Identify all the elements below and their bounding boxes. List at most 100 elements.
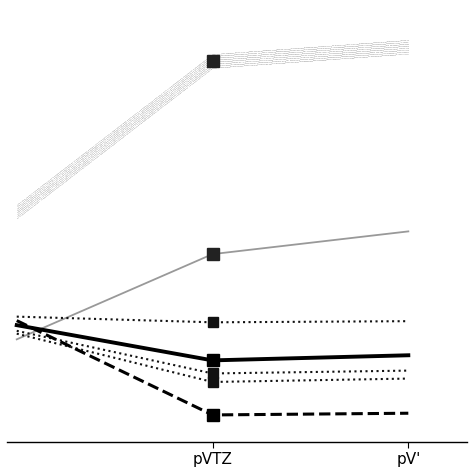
Point	[201, 66, 208, 74]
Point	[401, 50, 408, 58]
Point	[223, 51, 231, 59]
Point	[187, 67, 194, 75]
Point	[403, 36, 411, 44]
Point	[197, 59, 205, 67]
Point	[238, 48, 246, 56]
Point	[238, 52, 246, 60]
Point	[226, 49, 234, 57]
Point	[97, 146, 105, 154]
Point	[190, 67, 197, 75]
Point	[91, 153, 99, 160]
Point	[327, 47, 334, 55]
Point	[81, 149, 89, 156]
Point	[378, 52, 386, 59]
Point	[225, 59, 232, 66]
Point	[121, 130, 128, 137]
Point	[274, 59, 282, 67]
Point	[217, 52, 224, 59]
Point	[160, 90, 168, 97]
Point	[360, 47, 368, 55]
Point	[358, 49, 365, 57]
Point	[381, 42, 389, 49]
Point	[230, 55, 237, 62]
Point	[117, 125, 125, 132]
Point	[84, 154, 91, 162]
Point	[352, 50, 360, 57]
Point	[342, 52, 349, 60]
Point	[14, 200, 22, 208]
Point	[265, 56, 273, 64]
Point	[126, 122, 133, 129]
Point	[283, 51, 291, 58]
Point	[211, 64, 219, 72]
Point	[332, 45, 340, 53]
Point	[192, 75, 200, 82]
Point	[146, 107, 153, 114]
Point	[34, 196, 42, 204]
Point	[126, 124, 133, 132]
Point	[126, 126, 133, 134]
Point	[48, 187, 56, 195]
Point	[363, 43, 370, 51]
Point	[234, 62, 241, 70]
Point	[314, 45, 322, 52]
Point	[252, 55, 260, 63]
Point	[154, 100, 161, 108]
Point	[90, 144, 98, 151]
Point	[301, 54, 309, 61]
Point	[230, 58, 238, 66]
Point	[67, 171, 75, 178]
Point	[250, 59, 257, 67]
Point	[155, 96, 163, 103]
Point	[334, 45, 342, 53]
Point	[251, 51, 258, 59]
Point	[209, 58, 217, 66]
Point	[292, 58, 300, 65]
Point	[109, 141, 117, 148]
Point	[337, 55, 344, 62]
Point	[83, 159, 91, 166]
Point	[49, 177, 56, 185]
Point	[255, 59, 263, 66]
Point	[76, 158, 83, 166]
Point	[97, 138, 104, 146]
Point	[34, 195, 41, 202]
Point	[392, 47, 400, 55]
Point	[400, 38, 408, 46]
Point	[162, 90, 170, 98]
Point	[391, 45, 398, 53]
Point	[23, 197, 30, 205]
Point	[97, 146, 105, 153]
Point	[101, 141, 109, 148]
Point	[265, 56, 273, 64]
Point	[329, 53, 337, 61]
Point	[273, 54, 281, 61]
Point	[258, 51, 266, 58]
Point	[338, 47, 346, 55]
Point	[329, 47, 337, 55]
Point	[374, 42, 382, 50]
Point	[23, 203, 30, 211]
Point	[252, 61, 259, 68]
Point	[209, 52, 216, 60]
Point	[64, 171, 72, 179]
Point	[319, 44, 327, 52]
Point	[294, 56, 301, 64]
Point	[74, 156, 82, 164]
Point	[107, 140, 115, 147]
Point	[237, 62, 245, 70]
Point	[178, 74, 186, 82]
Point	[221, 55, 228, 63]
Point	[157, 98, 165, 105]
Point	[98, 139, 106, 146]
Point	[393, 37, 401, 45]
Point	[163, 90, 170, 97]
Point	[236, 50, 244, 58]
Point	[180, 84, 187, 92]
Point	[329, 49, 337, 57]
Point	[238, 56, 246, 64]
Point	[278, 46, 285, 53]
Point	[322, 50, 329, 57]
Point	[184, 75, 192, 82]
Point	[161, 99, 168, 107]
